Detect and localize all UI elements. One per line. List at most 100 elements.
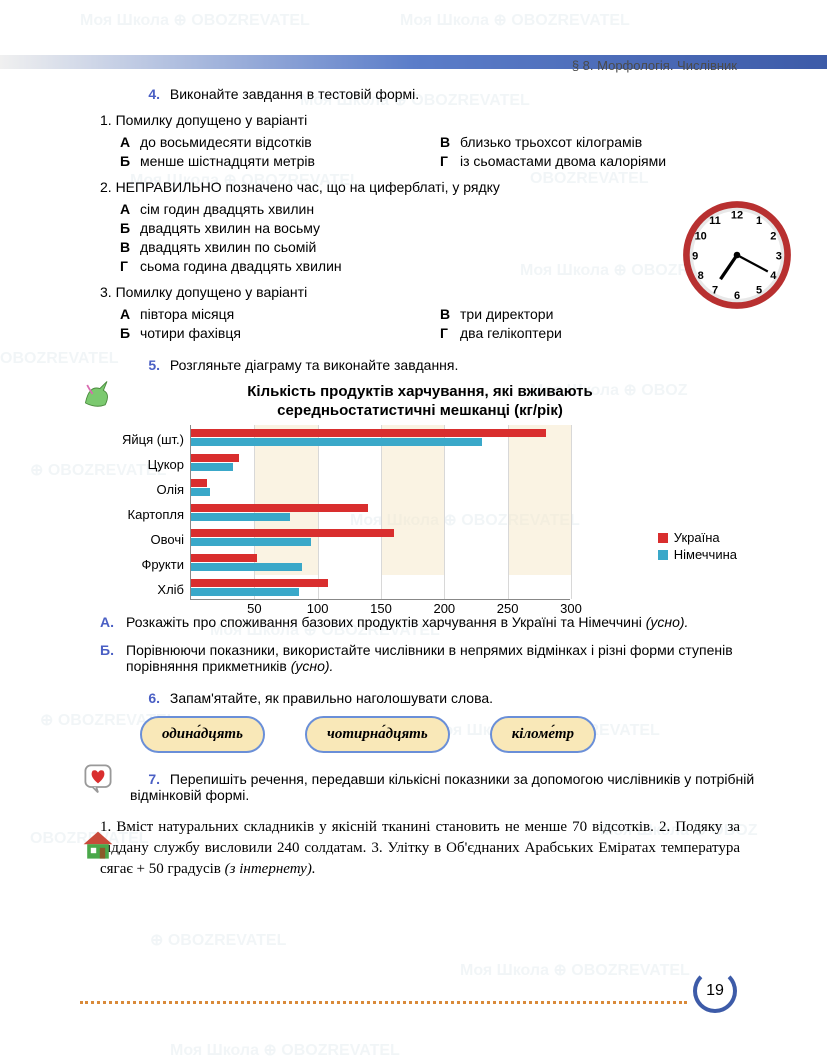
section-header: § 8. Морфологія. Числівник: [572, 58, 737, 73]
task6-text: Запам'ятайте, як правильно наголошувати …: [170, 690, 493, 706]
task4-text: Виконайте завдання в тестовій формі.: [170, 86, 419, 102]
svg-text:4: 4: [770, 270, 777, 282]
bar-germany: [191, 463, 233, 471]
bar-ukraine: [191, 554, 257, 562]
task5-line: 5. Розгляньте діаграму та виконайте завд…: [130, 357, 760, 373]
bar-ukraine: [191, 529, 394, 537]
svg-text:3: 3: [776, 250, 782, 262]
legend-swatch-ukraine: [658, 533, 668, 543]
y-label: Яйця (шт.): [100, 427, 190, 452]
clock-icon: 1212 345 678 91011: [682, 200, 792, 310]
q1-g: із сьомастами двома калоріями: [460, 153, 760, 169]
bar-germany: [191, 538, 311, 546]
bar-ukraine: [191, 504, 368, 512]
q2-a: сім годин двадцять хвилин: [140, 201, 540, 217]
task7-num: 7.: [130, 771, 160, 787]
q1-prompt: 1. Помилку допущено у варіанті: [100, 112, 760, 128]
opt-letter: В: [440, 306, 460, 322]
q3-a: півтора місяця: [140, 306, 440, 322]
task5-num: 5.: [130, 357, 160, 373]
bar-ukraine: [191, 429, 546, 437]
svg-text:2: 2: [770, 231, 776, 243]
svg-text:10: 10: [695, 231, 707, 243]
task4-line: 4. Виконайте завдання в тестовій формі.: [130, 86, 760, 102]
chart-title1: Кількість продуктів харчування, які вжив…: [80, 383, 760, 400]
opt-letter: Б: [120, 153, 140, 169]
content-area: 4. Виконайте завдання в тестовій формі. …: [80, 86, 760, 880]
chart-y-labels: Яйця (шт.)ЦукорОліяКартопляОвочіФруктиХл…: [100, 425, 190, 602]
q2-v: двадцять хвилин по сьомій: [140, 239, 540, 255]
heart-icon: [80, 760, 116, 796]
legend-label-ukraine: Україна: [674, 530, 720, 545]
q2-g: сьома година двадцять хвилин: [140, 258, 540, 274]
y-label: Фрукти: [100, 552, 190, 577]
q3-prompt: 3. Помилку допущено у варіанті: [100, 284, 760, 300]
svg-text:12: 12: [731, 210, 743, 222]
opt-letter: Б: [120, 325, 140, 341]
legend-label-germany: Німеччина: [674, 547, 737, 562]
y-label: Овочі: [100, 527, 190, 552]
q1-b: менше шістнадцяти метрів: [140, 153, 440, 169]
chart-title2: середньостатистичні мешканці (кг/рік): [80, 402, 760, 419]
bar-germany: [191, 588, 299, 596]
opt-letter: А: [120, 306, 140, 322]
x-tick: 100: [307, 601, 329, 616]
x-tick: 300: [560, 601, 582, 616]
opt-letter: Г: [440, 153, 460, 169]
opt-letter: Г: [120, 258, 140, 274]
q2-options: Асім годин двадцять хвилин Бдвадцять хви…: [120, 201, 540, 274]
opt-letter: В: [440, 134, 460, 150]
bar-germany: [191, 488, 210, 496]
body-paragraph: 1. Вміст натуральних складників у якісні…: [100, 817, 740, 880]
x-tick: 150: [370, 601, 392, 616]
q3-g: два гелікоптери: [460, 325, 760, 341]
task4-num: 4.: [130, 86, 160, 102]
opt-letter: Г: [440, 325, 460, 341]
svg-text:6: 6: [734, 290, 740, 302]
chart-legend: Україна Німеччина: [658, 530, 737, 564]
q2-b: двадцять хвилин на восьму: [140, 220, 540, 236]
task6-line: 6. Запам'ятайте, як правильно наголошува…: [130, 690, 760, 706]
x-tick: 200: [433, 601, 455, 616]
subtask-a-letter: А.: [100, 614, 126, 630]
q3-options: Апівтора місяця Втри директори Бчотири ф…: [120, 306, 760, 341]
task5-text: Розгляньте діаграму та виконайте завданн…: [170, 357, 459, 373]
opt-letter: А: [120, 134, 140, 150]
task7-line: 7. Перепишіть речення, передавши кількіс…: [130, 771, 760, 803]
svg-text:1: 1: [756, 215, 762, 227]
q1-v: близько трьохсот кілограмів: [460, 134, 760, 150]
x-tick: 250: [497, 601, 519, 616]
pill-1: одина́дцять: [140, 716, 265, 753]
chart: Яйця (шт.)ЦукорОліяКартопляОвочіФруктиХл…: [100, 425, 760, 602]
opt-letter: В: [120, 239, 140, 255]
y-label: Олія: [100, 477, 190, 502]
opt-letter: Б: [120, 220, 140, 236]
y-label: Цукор: [100, 452, 190, 477]
q2-prompt: 2. НЕПРАВИЛЬНО позначено час, що на цифе…: [100, 179, 760, 195]
opt-letter: А: [120, 201, 140, 217]
svg-text:7: 7: [712, 285, 718, 297]
bar-germany: [191, 513, 290, 521]
y-label: Хліб: [100, 577, 190, 602]
chart-x-ticks: 50100150200250300: [191, 601, 570, 619]
subtask-b: Б. Порівнюючи показники, використайте чи…: [100, 642, 760, 674]
house-icon: [80, 828, 116, 864]
subtask-b-letter: Б.: [100, 642, 126, 674]
pill-row: одина́дцять чотирна́дцять кіломе́тр: [140, 716, 760, 753]
subtask-b-text: Порівнюючи показники, використайте числі…: [126, 642, 760, 674]
svg-text:9: 9: [692, 250, 698, 262]
task6-num: 6.: [130, 690, 160, 706]
svg-text:5: 5: [756, 285, 762, 297]
pill-2: чотирна́дцять: [305, 716, 450, 753]
bar-ukraine: [191, 479, 207, 487]
footer-dots: [80, 1001, 687, 1005]
bar-germany: [191, 438, 482, 446]
q3-b: чотири фахівця: [140, 325, 440, 341]
x-tick: 50: [247, 601, 261, 616]
svg-text:8: 8: [698, 270, 704, 282]
q1-options: Адо восьмидесяти відсотків Вблизько трьо…: [120, 134, 760, 169]
unicorn-icon: [80, 376, 116, 412]
pill-3: кіломе́тр: [490, 716, 596, 753]
q1-a: до восьмидесяти відсотків: [140, 134, 440, 150]
page-number: 19: [693, 969, 737, 1013]
